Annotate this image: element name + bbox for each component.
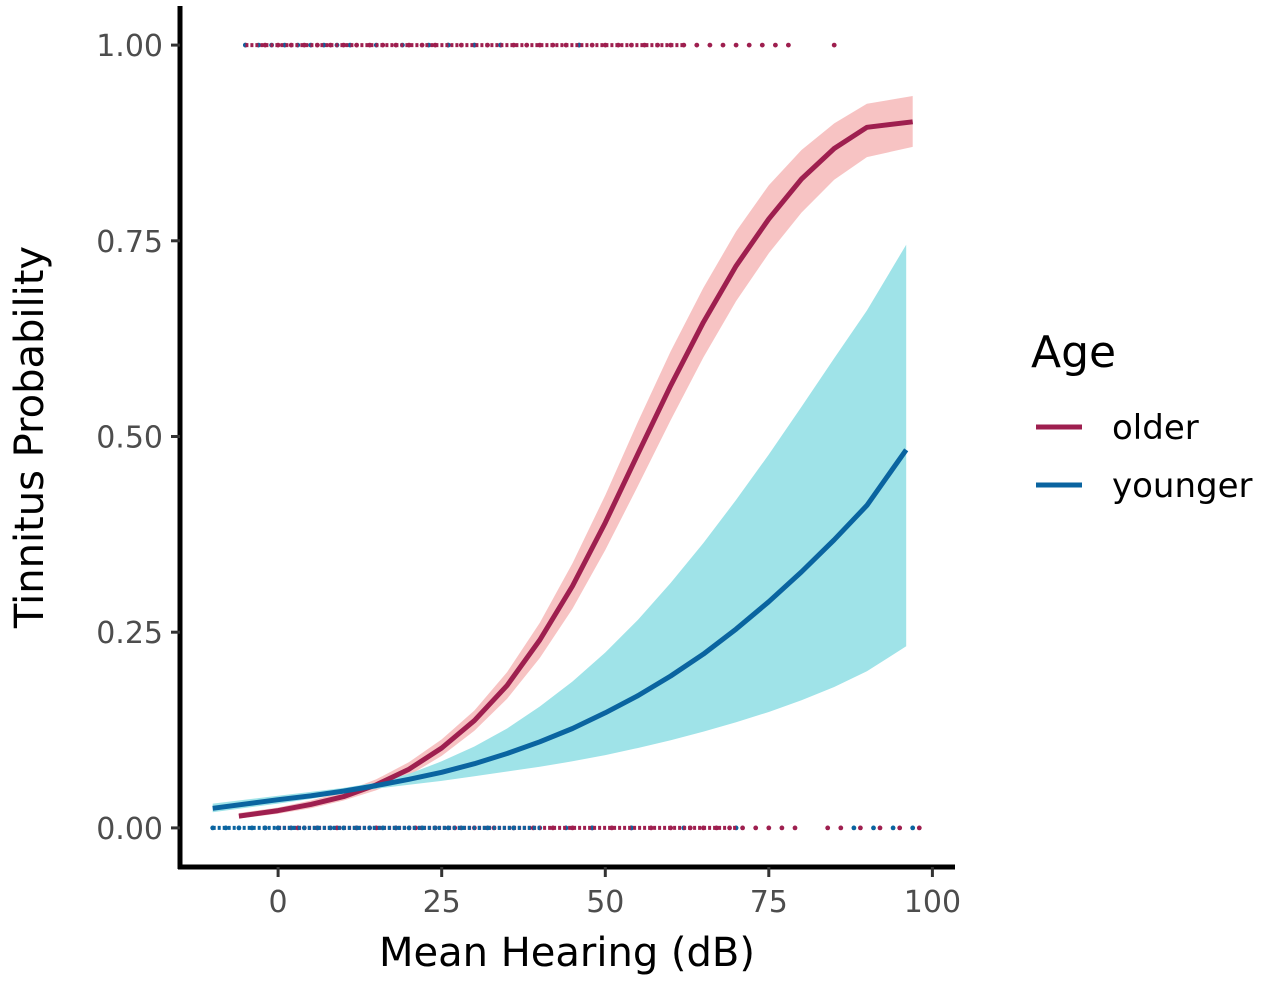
confidence-bands (212, 96, 913, 819)
x-tick-label: 100 (904, 885, 961, 920)
y-tick-label: 0.75 (96, 225, 163, 260)
rug-older-1-point (694, 42, 700, 48)
rug-older-0-point (916, 825, 922, 831)
rug-older-0-point (838, 825, 844, 831)
legend: Age older younger (1031, 327, 1253, 506)
rug-older-1-point (733, 42, 739, 48)
rug-older-1-point (786, 42, 791, 48)
y-tick-label: 0.00 (96, 812, 163, 847)
rug-older-0-point (825, 825, 831, 831)
rug-older-0-point (858, 825, 863, 831)
rug-younger-0-point (871, 825, 876, 831)
rug-older-0-point (753, 825, 759, 831)
legend-label-older: older (1112, 408, 1199, 448)
rug-older-1-point (759, 42, 765, 48)
rug-older-0-point (877, 825, 883, 831)
rug-younger-0-point (910, 825, 916, 831)
y-ticks: 0.00 0.25 0.50 0.75 1.00 (96, 29, 180, 847)
y-axis-title: Tinnitus Probability (7, 246, 53, 629)
rug-older-0-point (740, 825, 745, 831)
rug-older-1-point (707, 42, 713, 48)
line-older (238, 119, 913, 819)
rug-older-1-point (746, 42, 752, 48)
band-older (238, 96, 913, 819)
rug-older-0-point (779, 825, 785, 831)
rug-points (210, 42, 922, 831)
legend-label-younger: younger (1112, 466, 1253, 506)
rug-older-1-point (720, 42, 726, 48)
x-tick-label: 50 (586, 885, 624, 920)
rug-younger-0-point (890, 825, 896, 831)
x-axis-title: Mean Hearing (dB) (379, 930, 755, 976)
rug-younger-0-point (851, 825, 857, 831)
legend-title: Age (1031, 327, 1116, 378)
rug-older-0-point (766, 825, 772, 831)
rug-older-1-point (773, 42, 778, 48)
rug-older-1-point (831, 42, 837, 48)
x-tick-label: 0 (269, 885, 288, 920)
rug-older-0-point (792, 825, 798, 831)
x-ticks: 0 25 50 75 100 (269, 867, 961, 920)
x-tick-label: 25 (423, 885, 461, 920)
y-tick-label: 0.50 (96, 421, 163, 456)
y-tick-label: 1.00 (96, 29, 163, 64)
y-tick-label: 0.25 (96, 616, 163, 651)
series-lines (212, 119, 913, 819)
rug-older-0-point (897, 825, 903, 831)
band-younger (212, 244, 907, 813)
line-younger (212, 448, 909, 811)
x-tick-label: 75 (750, 885, 788, 920)
